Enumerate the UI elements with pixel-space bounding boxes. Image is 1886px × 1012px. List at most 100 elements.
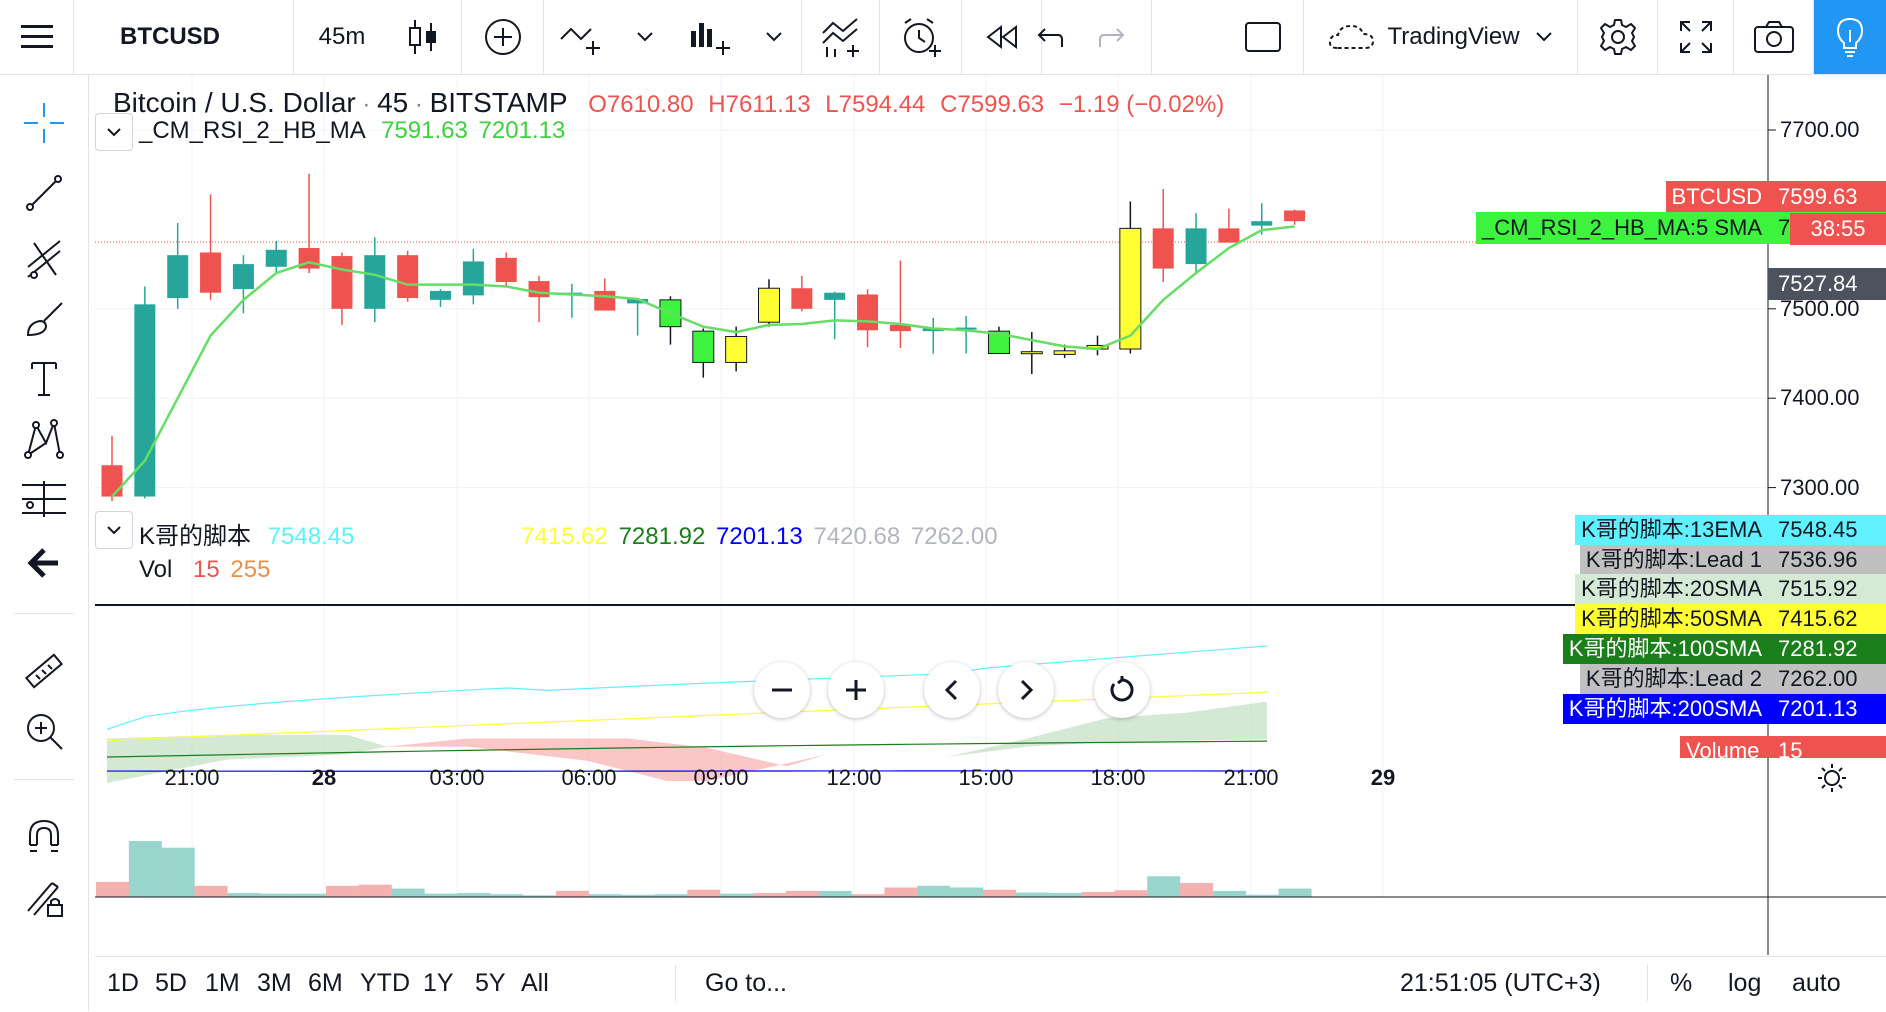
toolbar-divider — [14, 613, 74, 614]
log-toggle[interactable]: log — [1728, 969, 1761, 998]
range-button-1m[interactable]: 1M — [205, 969, 240, 998]
volume-bar — [1147, 876, 1180, 897]
range-button-1y[interactable]: 1Y — [423, 969, 454, 998]
crosshair-tool[interactable] — [12, 95, 76, 151]
range-button-1d[interactable]: 1D — [107, 969, 139, 998]
percent-toggle[interactable]: % — [1670, 969, 1692, 998]
menu-button[interactable] — [0, 0, 74, 74]
time-tick-label: 21:00 — [1211, 765, 1291, 791]
volume-bar — [359, 885, 392, 897]
volume-bar — [326, 886, 359, 897]
range-button-6m[interactable]: 6M — [308, 969, 343, 998]
range-button-ytd[interactable]: YTD — [360, 969, 410, 998]
volume-bar — [556, 891, 589, 897]
interval-label: 45m — [319, 23, 366, 51]
expand-icon — [1678, 19, 1714, 55]
candles-icon — [406, 17, 440, 57]
magnet-tool[interactable] — [12, 809, 76, 865]
undo-button[interactable] — [1020, 0, 1076, 74]
indicators-dropdown[interactable] — [620, 0, 670, 74]
volume-bar — [1082, 892, 1115, 897]
templates-dropdown[interactable] — [746, 0, 802, 74]
legend-exchange: BITSTAMP — [430, 87, 568, 118]
zoom-in-button[interactable] — [828, 662, 884, 718]
settings-button[interactable] — [1578, 0, 1658, 74]
chevron-down-icon — [105, 524, 123, 536]
candle-body — [331, 256, 352, 309]
indicator-value-1: 7591.63 — [381, 117, 468, 144]
chart-area[interactable]: Bitcoin / U.S. Dollar · 45 · BITSTAMP O7… — [95, 75, 1886, 955]
templates-button[interactable] — [676, 0, 746, 74]
zoom-in-icon — [22, 709, 66, 753]
brush-tool[interactable] — [12, 291, 76, 347]
legend-interval: 45 — [377, 87, 408, 118]
zoom-tool[interactable] — [12, 703, 76, 759]
sma-name-tag: _CM_RSI_2_HB_MA:5 SMA — [1476, 212, 1768, 244]
layout-save-button[interactable]: TradingView — [1304, 0, 1578, 74]
pitchfork-icon — [22, 237, 66, 281]
zoom-out-button[interactable] — [754, 662, 810, 718]
time-tick-label: 29 — [1343, 765, 1423, 791]
goto-button[interactable]: Go to... — [705, 969, 787, 998]
alert-button[interactable] — [880, 0, 962, 74]
trend-line-tool[interactable] — [12, 165, 76, 221]
clock-label[interactable]: 21:51:05 (UTC+3) — [1400, 969, 1601, 998]
time-tick-label: 09:00 — [681, 765, 761, 791]
symbol-search-button[interactable]: BTCUSD — [94, 0, 294, 74]
range-button-5d[interactable]: 5D — [155, 969, 187, 998]
range-button-3m[interactable]: 3M — [257, 969, 292, 998]
hide-toolbar-button[interactable] — [12, 535, 76, 591]
bar-countdown: 38:55 — [1790, 213, 1886, 245]
redo-button[interactable] — [1076, 0, 1152, 74]
forecast-icon — [20, 477, 68, 521]
scroll-right-button[interactable] — [998, 662, 1054, 718]
compare-symbols-button[interactable] — [802, 0, 880, 74]
pattern-tool[interactable] — [12, 411, 76, 467]
indicator-collapse-button[interactable] — [95, 113, 133, 151]
range-button-all[interactable]: All — [521, 969, 549, 998]
reset-chart-button[interactable] — [1094, 662, 1150, 718]
indicator-plus-icon — [557, 17, 605, 57]
lower-collapse-button[interactable] — [95, 511, 133, 549]
indicators-button[interactable] — [546, 0, 616, 74]
volume-axis-value: 15 — [1768, 736, 1886, 758]
candle-body — [759, 288, 780, 322]
lower-axis-tag: K哥的脚本:Lead 2 — [1580, 664, 1768, 694]
pitchfork-tool[interactable] — [12, 231, 76, 287]
scroll-left-button[interactable] — [924, 662, 980, 718]
symbol-price-tag: BTCUSD — [1666, 181, 1768, 213]
fullscreen-layout-button[interactable] — [1222, 0, 1304, 74]
layout-name: TradingView — [1387, 23, 1519, 51]
candle-body — [594, 291, 615, 311]
text-icon — [22, 357, 66, 401]
fullscreen-button[interactable] — [1658, 0, 1734, 74]
volume-label: Vol — [139, 556, 172, 583]
interval-button[interactable]: 45m — [300, 0, 384, 74]
screenshot-button[interactable] — [1734, 0, 1814, 74]
lower-axis-tag: K哥的脚本:20SMA — [1575, 574, 1768, 604]
top-toolbar: BTCUSD 45m — [0, 0, 1886, 75]
alarm-clock-icon — [899, 15, 943, 59]
price-tick-label: 7700.00 — [1780, 117, 1860, 143]
range-button-5y[interactable]: 5Y — [475, 969, 506, 998]
chart-style-button[interactable] — [384, 0, 462, 74]
volume-legend[interactable]: Vol 15 255 — [139, 556, 270, 584]
text-tool[interactable] — [12, 351, 76, 407]
candle-body — [496, 258, 517, 282]
crosshair-price-label: 7527.84 — [1768, 268, 1886, 300]
time-axis-settings-button[interactable] — [1817, 763, 1847, 798]
lower-axis-value: 7281.92 — [1768, 634, 1886, 664]
compare-button[interactable] — [462, 0, 544, 74]
volume-bar — [392, 889, 425, 897]
ideas-button[interactable] — [1814, 0, 1886, 74]
lower-legend[interactable]: K哥的脚本 7548.45 7415.62 7281.92 7201.13 74… — [139, 516, 998, 551]
auto-toggle[interactable]: auto — [1792, 969, 1841, 998]
indicator-legend[interactable]: _CM_RSI_2_HB_MA 7591.63 7201.13 — [139, 117, 565, 145]
candle-body — [529, 281, 550, 297]
bottom-toolbar: 1D 5D 1M 3M 6M YTD 1Y 5Y All Go to... 21:51:05 (… — [95, 956, 1886, 1012]
prediction-tool[interactable] — [12, 471, 76, 527]
lock-drawings-tool[interactable] — [12, 869, 76, 925]
chevron-down-icon — [764, 30, 784, 44]
brush-icon — [22, 297, 66, 341]
ruler-tool[interactable] — [12, 643, 76, 699]
